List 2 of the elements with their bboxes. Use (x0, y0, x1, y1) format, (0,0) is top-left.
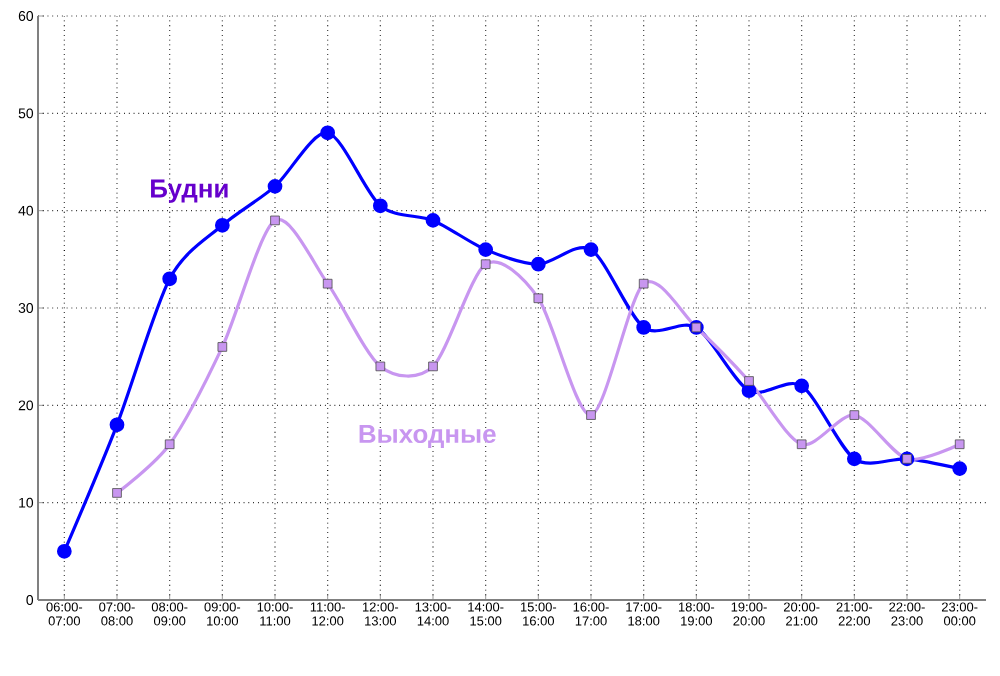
text: Выходные (359, 425, 496, 448)
series-label: Будни (151, 179, 228, 203)
